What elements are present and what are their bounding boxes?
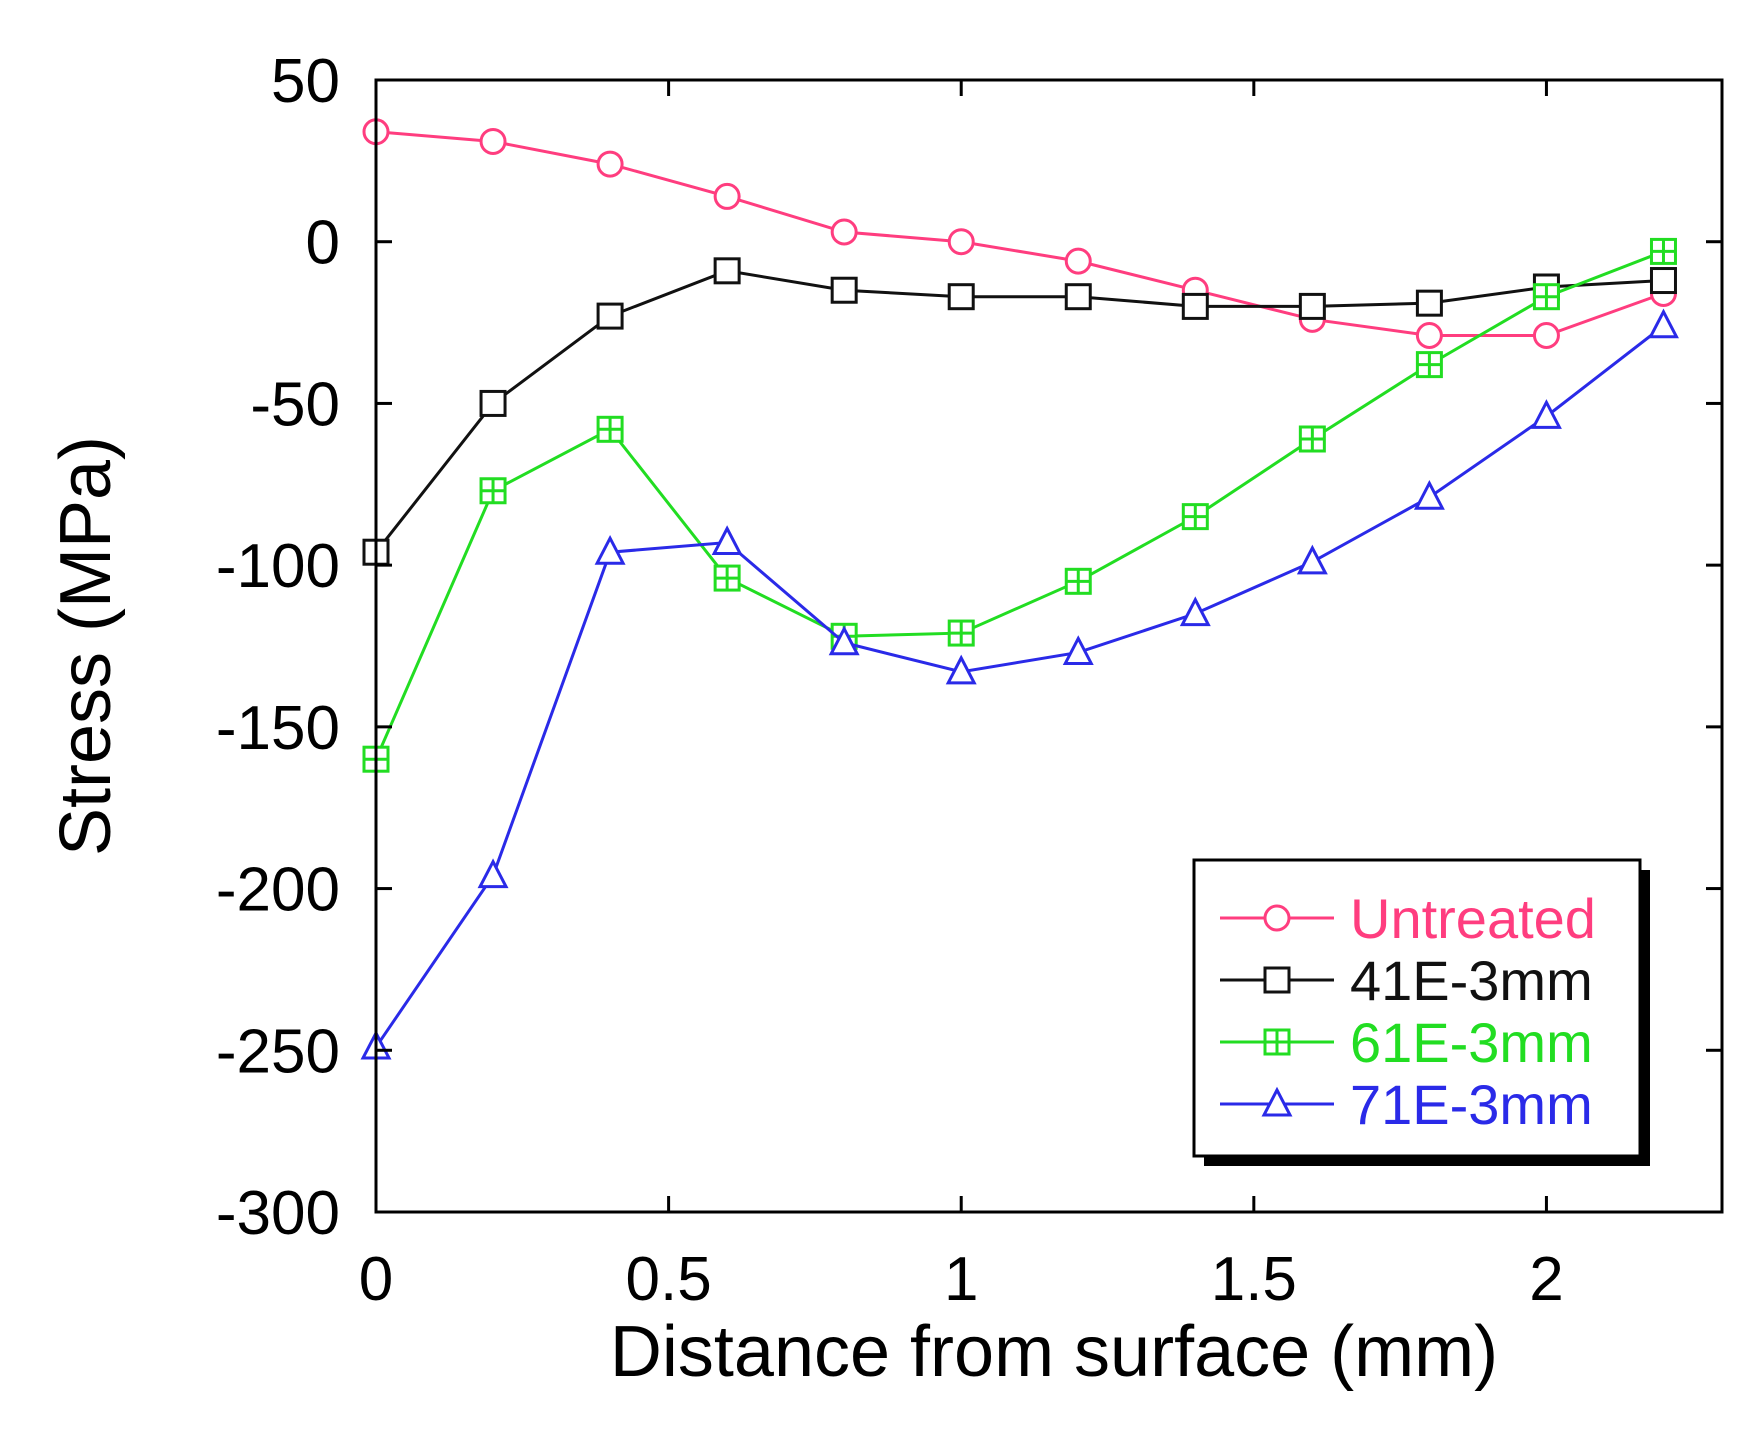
legend-label: Untreated: [1350, 887, 1596, 950]
x-tick-label: 0: [359, 1245, 393, 1314]
data-point: [1649, 237, 1677, 265]
legend-item: 41E-3mm: [1220, 949, 1593, 1012]
data-point: [596, 302, 624, 330]
data-point: [596, 415, 624, 443]
series-71E-3mm: [360, 308, 1679, 1060]
legend-marker: [1263, 966, 1291, 994]
data-point: [594, 534, 626, 565]
y-tick-label: -200: [216, 856, 340, 925]
data-point: [711, 525, 743, 556]
data-point: [1298, 292, 1326, 320]
data-point: [479, 127, 507, 155]
data-point: [947, 619, 975, 647]
x-tick-label: 1.5: [1211, 1245, 1297, 1314]
x-tick-label: 2: [1529, 1245, 1563, 1314]
data-point: [1413, 479, 1445, 510]
data-point: [1064, 247, 1092, 275]
data-point: [830, 276, 858, 304]
legend-label: 71E-3mm: [1350, 1073, 1593, 1136]
data-point: [947, 283, 975, 311]
legend-item: 71E-3mm: [1220, 1073, 1593, 1136]
legend-marker: [1263, 1028, 1291, 1056]
data-point: [1532, 322, 1560, 350]
data-point: [1415, 289, 1443, 317]
y-tick-label: 50: [271, 47, 340, 116]
plot-frame: [374, 78, 1724, 1214]
data-point: [479, 389, 507, 417]
data-point: [713, 257, 741, 285]
legend-item: 61E-3mm: [1220, 1011, 1593, 1074]
data-point: [713, 564, 741, 592]
data-point: [1064, 283, 1092, 311]
data-point: [713, 182, 741, 210]
data-point: [1181, 503, 1209, 531]
data-point: [1532, 283, 1560, 311]
data-point: [477, 858, 509, 889]
y-tick-label: -100: [216, 532, 340, 601]
y-tick-label: -300: [216, 1179, 340, 1248]
data-point: [1062, 635, 1094, 665]
series-line: [374, 269, 1664, 554]
series-line: [374, 250, 1665, 760]
x-axis-label: Distance from surface (mm): [610, 1312, 1498, 1392]
data-point: [1648, 308, 1679, 339]
y-tick-label: -150: [216, 694, 340, 763]
data-point: [1415, 322, 1443, 350]
x-tick-label: 0.5: [626, 1245, 712, 1314]
y-axis: 50 0 -50 -100 -150 -200 -250 -300: [216, 47, 1722, 1248]
y-tick-label: 0: [306, 209, 340, 278]
data-point: [828, 625, 860, 656]
data-point: [479, 477, 507, 505]
data-point: [1298, 425, 1326, 453]
data-point: [596, 150, 624, 178]
legend-marker: [1261, 1086, 1293, 1117]
data-point: [1296, 544, 1328, 575]
series-layer: [360, 118, 1679, 1060]
legend-label: 61E-3mm: [1350, 1011, 1593, 1074]
x-tick-label: 1: [944, 1245, 978, 1314]
data-point: [1179, 596, 1211, 627]
data-point: [1064, 567, 1092, 595]
series-61E-3mm: [362, 237, 1677, 773]
legend-label: 41E-3mm: [1350, 949, 1593, 1012]
data-point: [1181, 292, 1209, 320]
data-point: [1415, 351, 1443, 379]
legend-item: Untreated: [1220, 887, 1596, 950]
data-point: [947, 228, 975, 256]
series-line: [374, 324, 1665, 1048]
x-axis: 0 0.5 1 1.5 2: [359, 80, 1564, 1314]
data-point: [1649, 267, 1677, 295]
legend-marker: [1263, 904, 1291, 932]
y-tick-label: -50: [250, 370, 340, 439]
series-line: [375, 130, 1664, 338]
y-axis-label: Stress (MPa): [46, 436, 126, 856]
data-point: [945, 654, 977, 685]
data-point: [830, 218, 858, 246]
data-point: [1530, 399, 1562, 429]
y-tick-label: -250: [216, 1017, 340, 1086]
